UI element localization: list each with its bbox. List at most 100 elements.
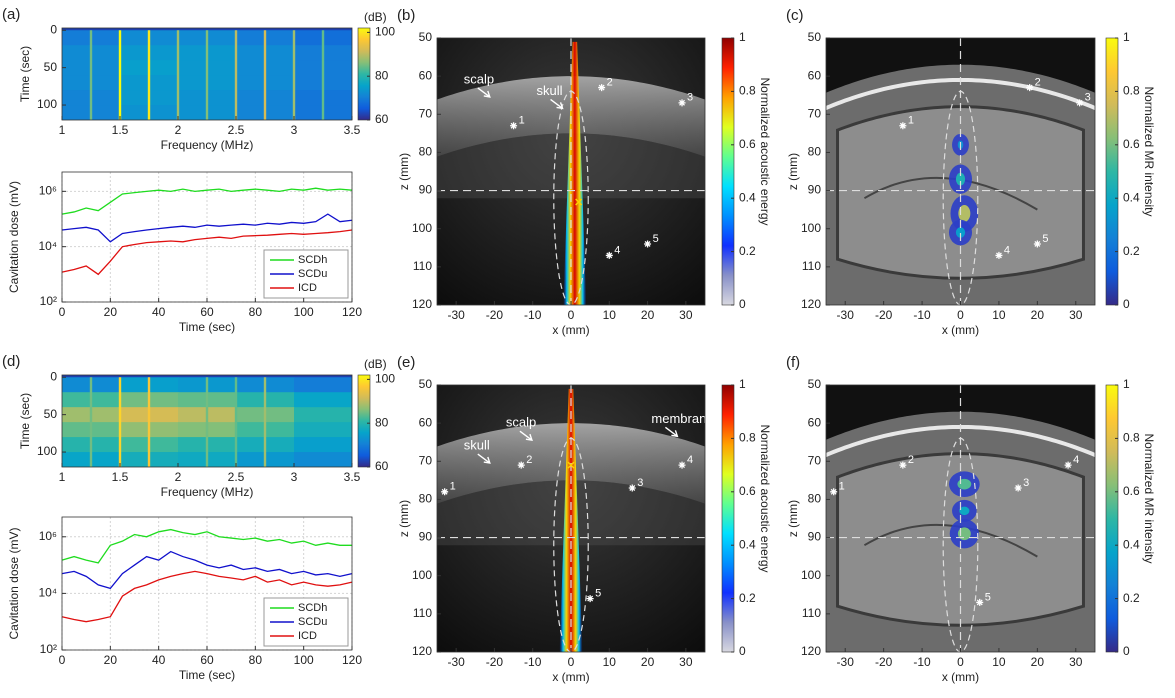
landmark-label: 5 xyxy=(595,588,601,600)
y-axis-label: Time (sec) xyxy=(18,46,32,102)
x-tick-label: 80 xyxy=(249,305,263,319)
y-tick-label: 100 xyxy=(801,568,821,582)
x-tick-label: 10 xyxy=(992,308,1006,322)
x-axis-label: x (mm) xyxy=(942,670,979,684)
panel-label: (e) xyxy=(397,354,415,371)
y-tick-label: 80 xyxy=(808,492,822,506)
colorbar-label: (dB) xyxy=(364,357,387,371)
x-tick-label: 100 xyxy=(294,305,314,319)
colorbar-tick-label: 0.6 xyxy=(1123,484,1140,498)
x-tick-label: 40 xyxy=(152,653,166,667)
panel-label: (b) xyxy=(397,7,415,24)
colorbar-tick-label: 1 xyxy=(739,30,746,44)
landmark-star xyxy=(628,484,636,492)
y-tick-label: 90 xyxy=(419,183,433,197)
colorbar-tick-label: 0.4 xyxy=(739,190,756,204)
y-tick-label: 60 xyxy=(419,415,433,429)
y-tick-label: 10² xyxy=(40,294,57,308)
activation-core xyxy=(959,506,970,516)
landmark-star xyxy=(441,488,449,496)
landmark-star xyxy=(517,461,525,469)
colorbar-tick-label: 60 xyxy=(375,112,389,126)
x-tick-label: 3 xyxy=(291,470,298,484)
x-axis-label: x (mm) xyxy=(942,323,979,337)
landmark-label: 3 xyxy=(687,92,693,104)
colorbar-label: (dB) xyxy=(364,10,387,24)
annotation: skull xyxy=(464,437,490,452)
y-tick-label: 120 xyxy=(412,297,432,311)
y-tick-label: 10⁴ xyxy=(38,586,57,600)
landmark-label: 2 xyxy=(607,76,613,88)
landmark-star xyxy=(644,240,652,248)
y-tick-label: 60 xyxy=(419,68,433,82)
colorbar xyxy=(357,374,371,468)
colorbar-tick-label: 0.2 xyxy=(1123,244,1140,258)
panel-label: (a) xyxy=(2,6,20,23)
heatmap-cell xyxy=(294,377,352,393)
x-tick-label: -10 xyxy=(524,308,542,322)
y-tick-label: 70 xyxy=(419,453,433,467)
axes-frame xyxy=(61,374,353,468)
colorbar xyxy=(721,384,735,653)
panel-label: (d) xyxy=(2,353,20,370)
x-tick-label: 120 xyxy=(342,305,362,319)
x-tick-label: 10 xyxy=(603,308,617,322)
legend-label: SCDh xyxy=(298,254,327,266)
harmonic-line xyxy=(292,30,296,120)
heatmap-cell xyxy=(294,407,352,423)
landmark-star xyxy=(510,122,518,130)
landmark-label: 1 xyxy=(519,115,525,127)
colorbar-tick-label: 100 xyxy=(375,25,395,39)
landmark-star xyxy=(1076,99,1084,107)
colorbar-tick-label: 80 xyxy=(375,415,389,429)
y-tick-label: 110 xyxy=(802,606,821,620)
landmark-star xyxy=(1033,240,1041,248)
annotation-arrow xyxy=(477,87,491,98)
series-line xyxy=(61,570,353,623)
landmark-star xyxy=(995,251,1003,259)
x-axis-label: Frequency (MHz) xyxy=(161,138,254,152)
heatmap-cell xyxy=(294,452,352,467)
x-tick-label: 2.5 xyxy=(228,123,245,137)
y-tick-label: 0 xyxy=(50,22,57,36)
legend-label: ICD xyxy=(298,630,317,642)
x-tick-label: 100 xyxy=(294,653,314,667)
y-axis-label: z (mm) xyxy=(786,153,800,190)
y-tick-label: 80 xyxy=(808,145,822,159)
y-tick-label: 100 xyxy=(412,221,432,235)
colorbar-tick-label: 0.2 xyxy=(1123,591,1140,605)
colorbar xyxy=(721,37,735,306)
y-tick-label: 50 xyxy=(44,60,58,74)
y-tick-label: 100 xyxy=(801,221,821,235)
colorbar-tick-label: 0.8 xyxy=(1123,431,1140,445)
colorbar-tick-label: 1 xyxy=(1123,377,1130,391)
x-tick-label: 1 xyxy=(59,470,66,484)
harmonic-line xyxy=(234,377,238,467)
x-tick-label: -10 xyxy=(913,308,931,322)
annotation-arrow xyxy=(477,453,491,464)
y-axis-label: Cavitation dose (mV) xyxy=(7,527,21,639)
x-axis-label: Frequency (MHz) xyxy=(161,485,254,499)
landmark-label: 2 xyxy=(526,454,532,466)
plot-area: 1 2 3 4 5 xyxy=(826,38,1095,305)
colorbar-tick-label: 0.2 xyxy=(739,591,756,605)
series-line xyxy=(61,213,353,243)
landmark-label: 3 xyxy=(1085,92,1091,104)
x-tick-label: 1 xyxy=(59,123,66,137)
landmark-label: 1 xyxy=(839,481,845,493)
landmark-star xyxy=(678,99,686,107)
x-tick-label: -20 xyxy=(875,655,893,669)
x-tick-label: -30 xyxy=(447,655,465,669)
x-tick-label: 120 xyxy=(342,653,362,667)
colorbar-label: Normalized MR intensity xyxy=(1142,433,1156,563)
harmonic-line xyxy=(176,30,180,120)
y-tick-label: 70 xyxy=(808,453,822,467)
legend-label: SCDu xyxy=(298,268,327,280)
landmark-star xyxy=(899,122,907,130)
harmonic-line xyxy=(118,377,122,467)
colorbar-label: Normalized acoustic energy xyxy=(758,77,772,225)
outside-head xyxy=(826,385,1095,440)
colorbar-tick-label: 0 xyxy=(1123,297,1130,311)
x-tick-label: 1.5 xyxy=(112,470,129,484)
x-tick-label: 3.5 xyxy=(344,123,361,137)
